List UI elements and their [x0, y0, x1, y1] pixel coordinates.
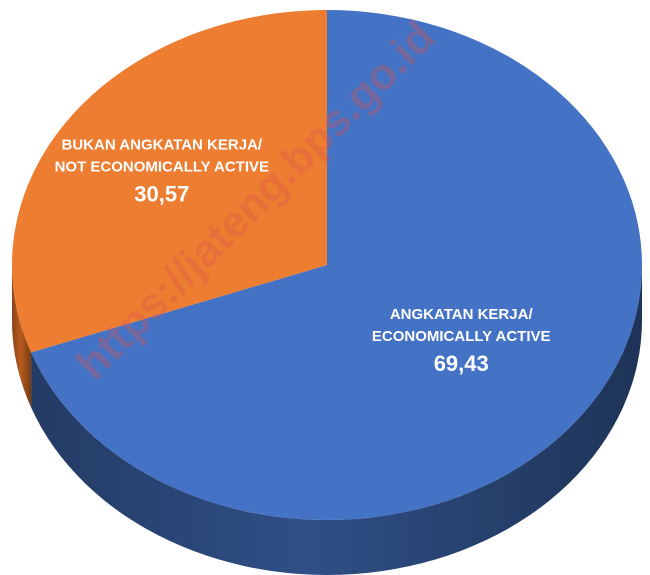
pie-slice-1: [11, 10, 327, 353]
slice-label-line2-0: ECONOMICALLY ACTIVE: [372, 328, 551, 345]
slice-label-line2-1: NOT ECONOMICALLY ACTIVE: [55, 158, 269, 175]
slice-value-label-1: 30,57: [134, 181, 189, 206]
pie-labels: ANGKATAN KERJA/ECONOMICALLY ACTIVE 69,43 B…: [55, 136, 551, 376]
pie-top-face: [11, 10, 642, 520]
slice-value-label-0: 69,43: [434, 351, 489, 376]
slice-label-line1-0: ANGKATAN KERJA/: [390, 306, 534, 323]
pie-slice-0: [31, 10, 642, 520]
pie-side-shade-0: [31, 265, 642, 575]
slice-label-line1-1: BUKAN ANGKATAN KERJA/: [62, 136, 263, 153]
pie-side-shade-1: [12, 265, 32, 408]
pie-side-wall: [12, 265, 642, 575]
